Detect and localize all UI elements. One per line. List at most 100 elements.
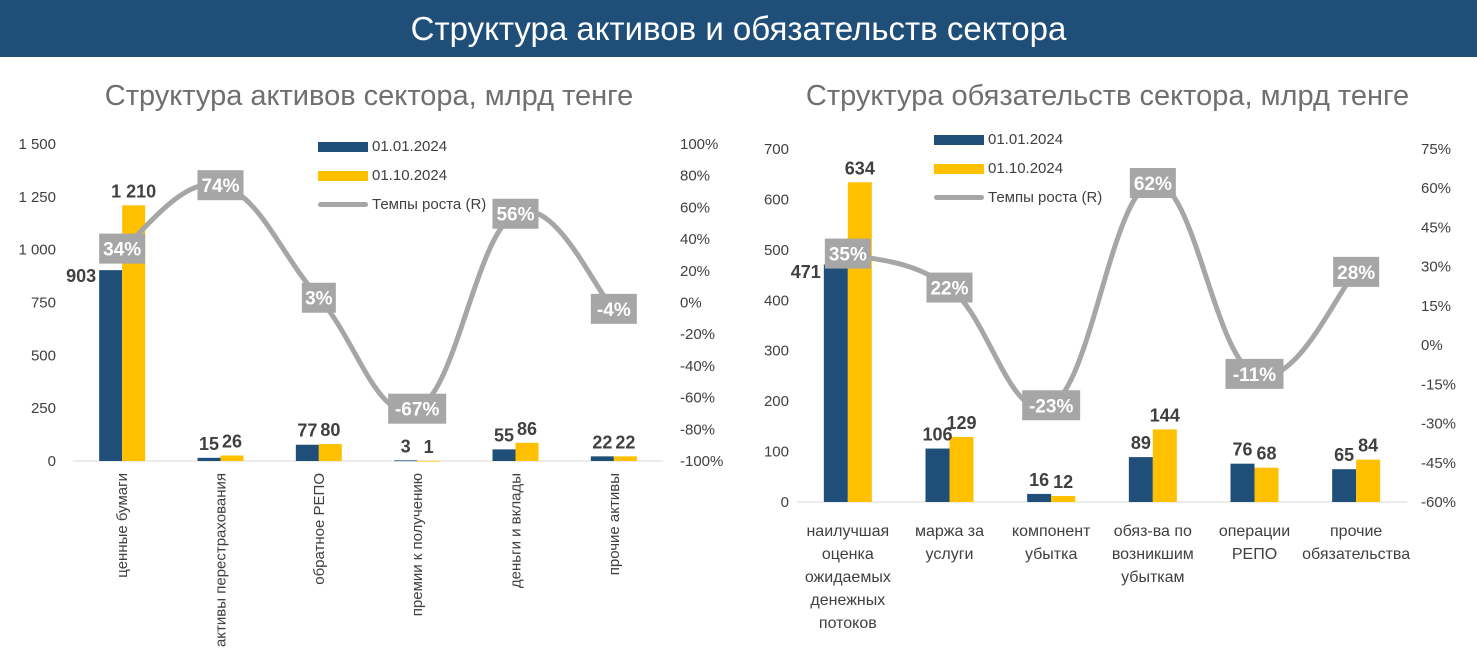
bar-value-label: 80	[320, 420, 340, 440]
category-label-line: наилучшая	[806, 523, 889, 540]
growth-label: 74%	[201, 176, 239, 197]
legend-label: 01.10.2024	[372, 167, 448, 184]
growth-label: -67%	[395, 400, 439, 421]
bar	[613, 456, 637, 461]
legend-swatch	[934, 134, 984, 145]
bar-value-label: 84	[1358, 436, 1378, 456]
bar	[220, 455, 244, 461]
legend-label: Темпы роста (R)	[372, 196, 487, 213]
growth-label-box	[590, 293, 637, 324]
category-label-line: услуги	[926, 546, 974, 563]
growth-label: 28%	[1337, 263, 1375, 284]
bar	[122, 205, 146, 461]
category-label-line: обяз-ва по	[1114, 523, 1192, 540]
assets-plot: 0 250 500 750 1 000 1 250 1 500 -100% -80% -60% -4…	[18, 136, 723, 647]
legend-swatch	[318, 170, 368, 181]
growth-label: 34%	[103, 240, 141, 261]
growth-label-box	[197, 170, 244, 201]
banner-title: Структура активов и обязательств сектора	[410, 9, 1067, 47]
bar-value-label: 65	[1334, 445, 1354, 465]
growth-label-box	[1129, 167, 1176, 198]
bar-value-label: 15	[199, 434, 219, 454]
category-label-line: возникшим	[1112, 546, 1194, 563]
y-axis-tick-label: 500	[764, 242, 789, 259]
growth-label-box	[99, 233, 146, 264]
bar-value-label: 129	[946, 413, 976, 433]
legend-item-growth: Темпы роста (R)	[934, 183, 1102, 212]
bar-value-label: 3	[401, 436, 411, 456]
liabilities-legend: 01.01.2024 01.10.2024 Темпы роста (R)	[934, 125, 1102, 212]
category-label: ценные бумаги	[114, 473, 131, 578]
liabilities-chart: Структура обязательств сектора, млрд тен…	[738, 60, 1477, 649]
assets-chart: Структура активов сектора, млрд тенге 01…	[0, 60, 738, 649]
growth-label-box	[926, 272, 973, 303]
bar-value-label: 77	[297, 421, 317, 441]
y-axis-tick-label: 700	[764, 141, 789, 158]
growth-label: 62%	[1134, 174, 1172, 195]
legend-item-series1: 01.01.2024	[318, 132, 486, 161]
y2-axis-tick-label: 30%	[1421, 259, 1451, 276]
legend-swatch	[934, 163, 984, 174]
growth-label: 3%	[305, 289, 333, 310]
y2-axis-tick-label: -40%	[680, 358, 715, 375]
legend-item-series2: 01.10.2024	[318, 161, 486, 190]
category-label: прочие активы	[606, 473, 623, 575]
y2-axis-tick-label: 0%	[680, 295, 702, 312]
growth-line	[119, 181, 617, 414]
bar-value-label: 86	[517, 419, 537, 439]
growth-label-box	[492, 198, 539, 229]
y-axis-tick-label: 1 000	[18, 242, 56, 259]
category-label: активы перестрахования	[213, 473, 230, 647]
y2-axis-tick-label: -80%	[680, 421, 715, 438]
legend-item-growth: Темпы роста (R)	[318, 190, 486, 219]
assets-chart-title: Структура активов сектора, млрд тенге	[104, 80, 634, 112]
y-axis-tick-label: 300	[764, 343, 789, 360]
bar	[515, 442, 539, 461]
bar-value-label: 26	[222, 432, 242, 452]
y2-axis-tick-label: 60%	[1421, 180, 1451, 197]
y2-axis-tick-label: 80%	[680, 168, 710, 185]
y2-axis-tick-label: -15%	[1421, 376, 1456, 393]
y2-axis-tick-label: 100%	[680, 136, 718, 153]
y-axis-tick-label: 100	[764, 444, 789, 461]
y2-axis-tick-label: 15%	[1421, 298, 1451, 315]
bar-value-label: 471	[791, 262, 821, 282]
bar-value-label: 106	[922, 425, 952, 445]
y2-axis-tick-label: -30%	[1421, 416, 1456, 433]
y-axis-tick-label: 400	[764, 292, 789, 309]
category-label-line: денежных	[810, 592, 885, 609]
bar-value-label: 144	[1150, 405, 1180, 425]
bar	[949, 436, 974, 502]
category-label-line: РЕПО	[1232, 546, 1277, 563]
category-label-line: операции	[1219, 523, 1290, 540]
y-axis-tick-label: 500	[31, 347, 56, 364]
bar	[1152, 429, 1177, 502]
bar	[1027, 493, 1052, 502]
bar	[1332, 469, 1357, 502]
bar	[197, 457, 221, 461]
bar	[1254, 467, 1279, 502]
bar-value-label: 22	[615, 432, 635, 452]
liabilities-chart-title: Структура обязательств сектора, млрд тен…	[805, 80, 1410, 112]
bar-value-label: 12	[1053, 472, 1073, 492]
y2-axis-tick-label: 60%	[680, 199, 710, 216]
liabilities-plot: 0 100 200 300 400 500 600 700 -60% -45% -30% -15% 0%…	[764, 141, 1456, 632]
category-label: деньги и вклады	[508, 473, 525, 588]
legend-label: 01.10.2024	[988, 160, 1064, 177]
y2-axis-tick-label: 40%	[680, 231, 710, 248]
bar	[417, 460, 441, 462]
growth-label-box	[388, 393, 447, 424]
bar	[1356, 459, 1381, 502]
category-label-line: ожидаемых	[805, 569, 891, 586]
growth-label: -11%	[1233, 365, 1276, 386]
bar-value-label: 22	[592, 432, 612, 452]
growth-label-box	[1225, 358, 1284, 389]
bar-value-label: 55	[494, 425, 514, 445]
growth-label-box	[1022, 390, 1081, 421]
bar-value-label: 16	[1029, 470, 1049, 490]
bar	[318, 444, 342, 461]
assets-legend: 01.01.2024 01.10.2024 Темпы роста (R)	[318, 132, 486, 219]
legend-line	[934, 195, 984, 200]
y2-axis-tick-label: -100%	[680, 453, 723, 470]
bar-value-label: 89	[1131, 433, 1151, 453]
